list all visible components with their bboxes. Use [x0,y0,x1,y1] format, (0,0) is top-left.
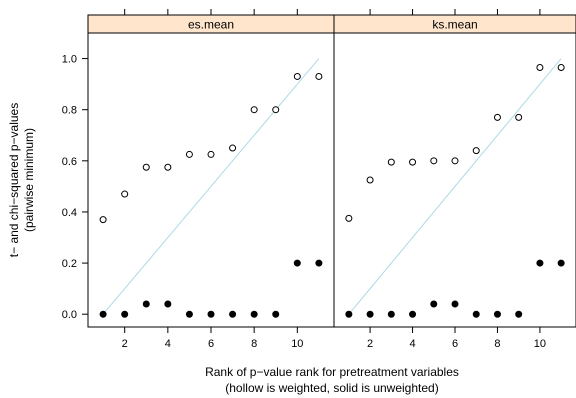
weighted-point [207,150,215,158]
unweighted-point [515,310,523,318]
unweighted-point [451,300,459,308]
unweighted-point [536,259,544,267]
x-tick-label: 2 [367,338,373,350]
weighted-point [515,113,523,121]
reference-line [348,58,562,315]
weighted-point [451,157,459,165]
unweighted-point [121,310,129,318]
y-tick-label: 0.4 [62,207,77,219]
unweighted-point [345,310,353,318]
y-axis-title: t− and chi−squared p−values [7,103,21,257]
strip-title-ks-mean: ks.mean [432,18,477,32]
y-axis-subtitle: (pairwise minimum) [22,128,36,232]
x-tick-label: 10 [291,338,303,350]
unweighted-point [430,300,438,308]
weighted-point [536,64,544,72]
unweighted-point [229,310,237,318]
y-tick-label: 0.6 [62,156,77,168]
weighted-point [185,150,193,158]
weighted-point [293,72,301,80]
unweighted-point [472,310,480,318]
reference-line [102,58,320,315]
unweighted-point [293,259,301,267]
y-tick-label: 0.2 [62,258,77,270]
unweighted-point [164,300,172,308]
panel-data-es-mean [99,58,323,318]
y-tick-label: 0.0 [62,309,77,321]
unweighted-point [142,300,150,308]
weighted-point [557,64,565,72]
weighted-point [430,157,438,165]
x-tick-label: 6 [452,338,458,350]
unweighted-point [250,310,258,318]
weighted-point [121,190,129,198]
weighted-point [272,106,280,114]
unweighted-point [366,310,374,318]
data-points [99,58,565,318]
axes: 0.0 0.2 0.4 0.6 0.8 1.0 2 4 6 8 10 2 4 6 8 10 [62,9,546,350]
unweighted-point [409,310,417,318]
unweighted-point [315,259,323,267]
weighted-point [409,158,417,166]
weighted-point [472,147,480,155]
panel-strip-es-mean: es.mean [87,14,335,34]
weighted-point [345,214,353,222]
x-tick-label: 8 [251,338,257,350]
weighted-point [387,158,395,166]
y-tick-label: 1.0 [62,54,77,66]
weighted-point [229,144,237,152]
unweighted-point [207,310,215,318]
weighted-point [99,216,107,224]
panel-data-ks-mean [345,58,565,318]
weighted-point [142,163,150,171]
strip-title-es-mean: es.mean [188,18,234,32]
unweighted-point [493,310,501,318]
weighted-point [493,113,501,121]
panel-strip-ks-mean: ks.mean [333,14,576,34]
x-tick-label: 4 [165,338,171,350]
unweighted-point [99,310,107,318]
weighted-point [315,72,323,80]
x-tick-label: 2 [122,338,128,350]
weighted-point [250,106,258,114]
weighted-point [366,176,374,184]
x-axis-title: Rank of p−value rank for pretreatment va… [205,365,459,379]
x-axis-subtitle: (hollow is weighted, solid is unweighted… [225,381,438,395]
y-tick-label: 0.8 [62,105,77,117]
x-tick-label: 4 [409,338,415,350]
unweighted-point [387,310,395,318]
unweighted-point [557,259,565,267]
weighted-point [164,163,172,171]
unweighted-point [185,310,193,318]
x-tick-label: 8 [494,338,500,350]
unweighted-point [272,310,280,318]
x-tick-label: 6 [208,338,214,350]
x-tick-label: 10 [534,338,546,350]
